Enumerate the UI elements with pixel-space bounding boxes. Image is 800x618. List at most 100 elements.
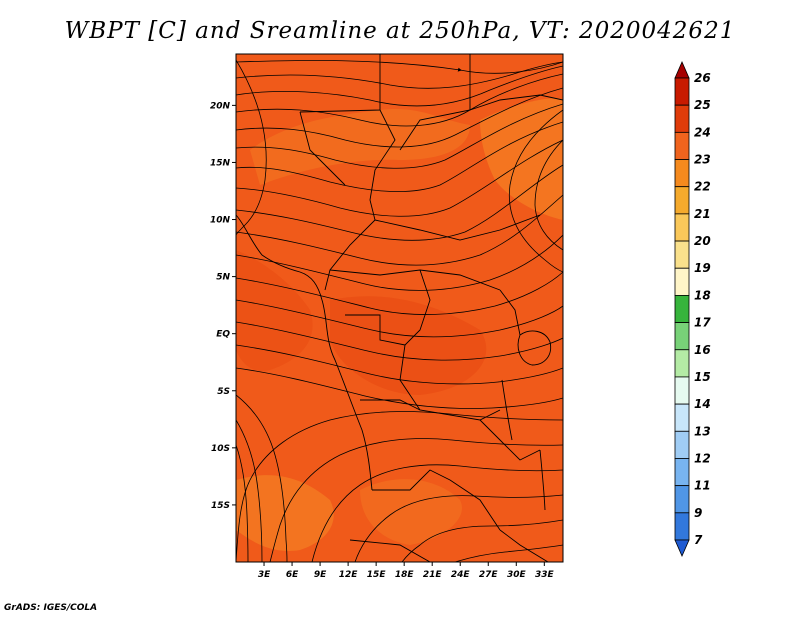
streamline bbox=[311, 464, 563, 562]
lon-tick-label: 15E bbox=[367, 570, 387, 580]
streamline bbox=[236, 394, 288, 562]
colorbar-swatch bbox=[674, 240, 690, 269]
credit-label: GrADS: IGES/COLA bbox=[4, 603, 98, 613]
lon-tick-label: 21E bbox=[423, 570, 443, 580]
streamline bbox=[236, 367, 563, 409]
streamline bbox=[236, 60, 563, 74]
lon-tick-label: 18E bbox=[395, 570, 415, 580]
lat-tick-label: EQ bbox=[216, 330, 230, 340]
lon-tick-label: 12E bbox=[339, 570, 359, 580]
colorbar-swatch bbox=[674, 104, 690, 133]
country-border bbox=[299, 111, 346, 186]
streamline bbox=[236, 73, 563, 127]
lat-tick-label: 20N bbox=[210, 101, 231, 111]
lat-tick-label: 5N bbox=[216, 273, 230, 283]
country-border bbox=[372, 469, 501, 531]
streamline bbox=[454, 544, 563, 562]
colorbar-label: 21 bbox=[694, 207, 711, 221]
streamline bbox=[236, 271, 563, 315]
colorbar-swatch bbox=[674, 131, 690, 160]
colorbar-swatch bbox=[674, 159, 690, 188]
country-border bbox=[469, 94, 563, 111]
lon-tick-label: 3E bbox=[258, 570, 271, 580]
latitude-axis: 20N 15N 10N 5N EQ 5S 10S 15S bbox=[210, 101, 236, 511]
lat-tick-label: 5S bbox=[217, 387, 230, 397]
colorbar-label: 7 bbox=[694, 533, 703, 547]
colorbar-label: 20 bbox=[694, 234, 711, 248]
colorbar: 26 25 24 23 22 21 20 19 18 17 16 15 14 13 12 11 9 7 bbox=[674, 61, 711, 557]
colorbar-swatch bbox=[674, 512, 690, 541]
colorbar-swatch bbox=[674, 539, 690, 557]
colorbar-swatch bbox=[674, 186, 690, 215]
colorbar-label: 11 bbox=[694, 479, 711, 493]
streamline bbox=[236, 164, 563, 241]
country-border bbox=[360, 399, 421, 411]
wbpt-24-region-west bbox=[236, 250, 313, 371]
map-boundaries bbox=[236, 54, 563, 562]
colorbar-swatch bbox=[674, 485, 690, 514]
wbpt-23-region-northeast bbox=[480, 98, 563, 220]
streamline bbox=[236, 194, 563, 266]
colorbar-label: 15 bbox=[694, 370, 711, 384]
streamline bbox=[236, 61, 563, 89]
colorbar-label: 19 bbox=[694, 261, 711, 275]
colorbar-swatch bbox=[674, 77, 690, 106]
lat-tick-label: 15S bbox=[211, 501, 230, 511]
streamline bbox=[236, 65, 563, 107]
lat-tick-label: 15N bbox=[210, 158, 231, 168]
lat-tick-label: 10N bbox=[210, 216, 231, 226]
country-border bbox=[404, 269, 431, 346]
colorbar-label: 22 bbox=[694, 180, 711, 194]
wbpt-23-region-southcentral bbox=[360, 479, 462, 545]
streamline bbox=[354, 494, 563, 562]
lake-malawi bbox=[539, 449, 546, 511]
lake-victoria bbox=[517, 330, 552, 366]
country-border bbox=[324, 219, 376, 291]
chart-title: WBPT [C] and Sreamline at 250hPa, VT: 20… bbox=[64, 18, 736, 44]
streamline bbox=[236, 344, 563, 385]
streamline bbox=[236, 103, 563, 169]
streamline bbox=[236, 121, 563, 192]
streamline bbox=[236, 299, 563, 338]
colorbar-label: 26 bbox=[694, 71, 711, 85]
colorbar-label: 12 bbox=[694, 451, 711, 465]
wbpt-fill bbox=[236, 54, 563, 562]
map-frame bbox=[235, 53, 564, 563]
colorbar-label: 24 bbox=[694, 125, 711, 139]
country-border bbox=[479, 419, 541, 461]
colorbar-swatch bbox=[674, 213, 690, 242]
colorbar-swatch bbox=[674, 403, 690, 432]
streamline bbox=[236, 59, 267, 236]
colorbar-label: 16 bbox=[694, 343, 711, 357]
streamline bbox=[269, 438, 563, 562]
colorbar-label: 13 bbox=[694, 424, 711, 438]
streamline bbox=[534, 139, 563, 251]
lake-tanganyika bbox=[501, 379, 513, 441]
colorbar-swatch bbox=[674, 295, 690, 323]
longitude-axis: 3E 6E 9E 12E 15E 18E 21E 24E 27E 30E 33E bbox=[258, 562, 554, 580]
streamline bbox=[236, 444, 249, 562]
colorbar-swatch bbox=[674, 322, 690, 351]
colorbar-swatch bbox=[674, 458, 690, 487]
wbpt-24-region-center bbox=[330, 296, 487, 395]
colorbar-label: 17 bbox=[694, 316, 711, 330]
colorbar-label: 23 bbox=[694, 153, 711, 167]
lat-tick-label: 10S bbox=[211, 444, 230, 454]
country-border bbox=[499, 529, 549, 562]
streamline bbox=[508, 109, 563, 273]
country-border bbox=[349, 539, 431, 562]
country-border bbox=[345, 314, 406, 346]
streamline bbox=[236, 234, 563, 291]
lon-tick-label: 30E bbox=[507, 570, 527, 580]
country-border bbox=[369, 109, 396, 221]
streamline bbox=[401, 519, 563, 562]
country-border bbox=[499, 289, 521, 336]
streamlines bbox=[236, 59, 563, 562]
colorbar-label: 14 bbox=[694, 397, 711, 411]
colorbar-label: 25 bbox=[694, 98, 711, 112]
lon-tick-label: 6E bbox=[286, 570, 299, 580]
lon-tick-label: 24E bbox=[451, 570, 471, 580]
lon-tick-label: 27E bbox=[479, 570, 499, 580]
streamline bbox=[236, 321, 563, 361]
